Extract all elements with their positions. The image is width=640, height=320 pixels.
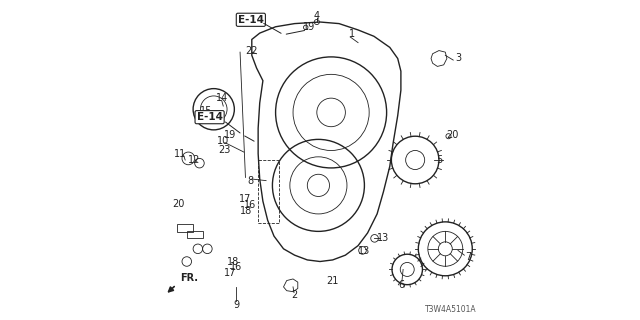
- Text: E-14: E-14: [238, 15, 264, 25]
- Text: 7: 7: [465, 252, 472, 262]
- Text: 18: 18: [227, 257, 239, 267]
- Text: 4: 4: [313, 11, 319, 21]
- Text: 14: 14: [216, 93, 228, 103]
- Text: 21: 21: [326, 276, 339, 286]
- Text: 2: 2: [291, 290, 297, 300]
- Text: T3W4A5101A: T3W4A5101A: [426, 305, 477, 314]
- Text: 18: 18: [240, 206, 252, 216]
- Bar: [258, 160, 279, 223]
- Text: 13: 13: [378, 233, 390, 243]
- Bar: [187, 231, 203, 238]
- Text: 16: 16: [230, 262, 243, 272]
- Text: FR.: FR.: [180, 273, 198, 283]
- Text: 13: 13: [358, 246, 371, 256]
- Text: 10: 10: [217, 136, 229, 146]
- Bar: [177, 224, 193, 232]
- Text: 3: 3: [455, 53, 461, 63]
- Text: 20: 20: [173, 199, 185, 209]
- Text: 16: 16: [244, 200, 257, 210]
- Text: 8: 8: [247, 176, 253, 186]
- Text: 23: 23: [218, 146, 230, 156]
- Text: E-14: E-14: [196, 112, 223, 122]
- Text: 19: 19: [223, 130, 236, 140]
- Text: 17: 17: [225, 268, 237, 278]
- Text: 5: 5: [436, 155, 442, 165]
- Text: 6: 6: [399, 280, 405, 290]
- Text: 12: 12: [188, 155, 200, 165]
- Text: 17: 17: [239, 194, 251, 204]
- Text: 15: 15: [200, 106, 212, 116]
- Text: 20: 20: [447, 130, 459, 140]
- Text: 19: 19: [303, 22, 316, 32]
- Text: 22: 22: [246, 45, 258, 56]
- Text: 1: 1: [349, 29, 355, 39]
- Text: 9: 9: [233, 300, 239, 310]
- Text: 11: 11: [174, 149, 186, 159]
